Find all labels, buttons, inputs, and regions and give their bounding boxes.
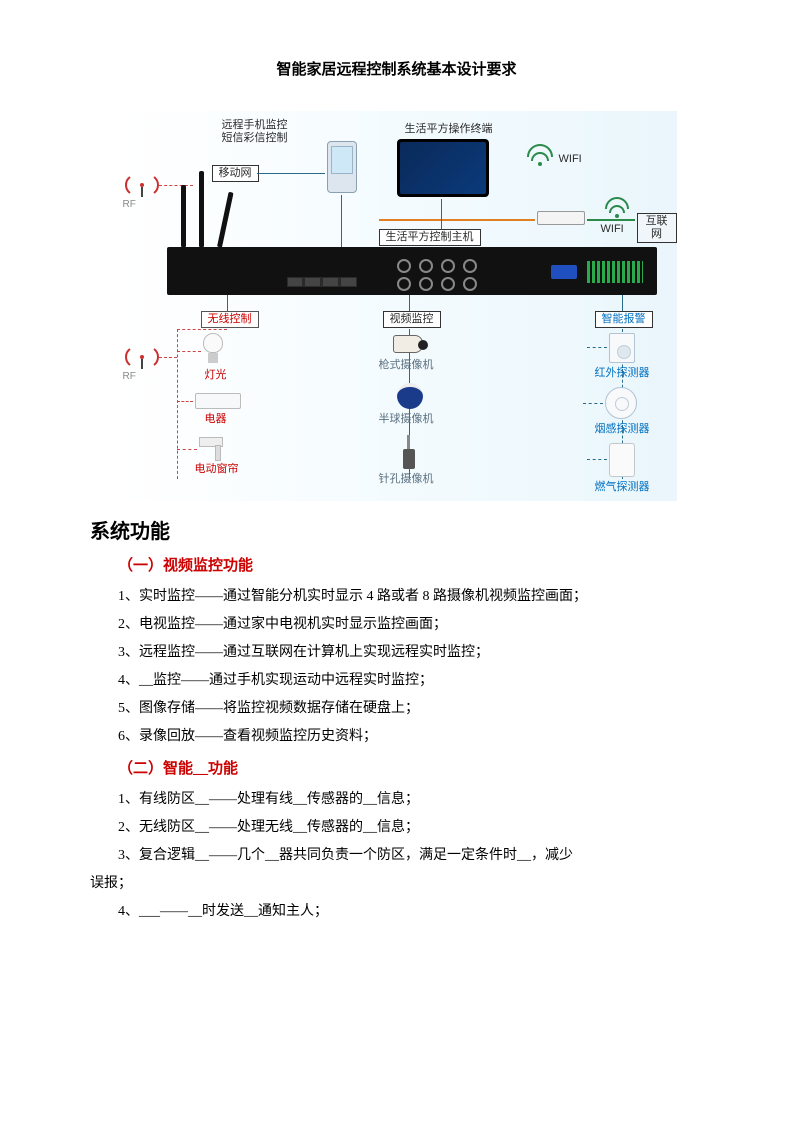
connector-line [159, 185, 193, 186]
label-wifi-1: WIFI [559, 153, 582, 166]
body-text: 2、电视监控——通过家中电视机实时显示监控画面； [90, 611, 703, 639]
bulb-icon [203, 333, 223, 365]
body-text: 5、图像存储——将监控视频数据存储在硬盘上； [90, 695, 703, 723]
connector-line [177, 449, 197, 450]
label-remote-phone: 远程手机监控 短信彩信控制 [222, 119, 332, 145]
label-curtain: 电动窗帘 [195, 463, 239, 476]
body-text: 1、实时监控——通过智能分机实时显示 4 路或者 8 路摄像机视频监控画面； [90, 583, 703, 611]
ac-icon [195, 393, 241, 409]
connector-line [341, 195, 342, 247]
rf-icon [125, 173, 159, 200]
body-text: 4、__监控——通过手机实现运动中远程实时监控； [90, 667, 703, 695]
label-light: 灯光 [205, 369, 227, 382]
body-text: 3、复合逻辑__——几个__器共同负责一个防区，满足一定条件时__，减少 [90, 842, 703, 870]
connector-line [257, 173, 325, 174]
connector-line [159, 357, 177, 358]
control-host-device [167, 247, 657, 295]
connector-line [583, 403, 603, 404]
label-mobile-net: 移动网 [212, 165, 259, 182]
pir-icon [609, 333, 635, 363]
label-smoke: 烟感探测器 [595, 423, 650, 436]
connector-line [177, 401, 193, 402]
system-diagram: 远程手机监控 短信彩信控制 生活平方操作终端 WIFI 移动网 RF [117, 111, 677, 501]
label-ac: 电器 [205, 413, 227, 426]
connector-line [587, 219, 635, 221]
label-life-terminal: 生活平方操作终端 [405, 123, 493, 136]
label-cam-bullet: 枪式摄像机 [379, 359, 434, 372]
connector-line [177, 329, 227, 330]
connector-line [177, 351, 201, 352]
body-text: 4、___——__时发送__通知主人； [90, 898, 703, 926]
connector-line [379, 219, 535, 221]
label-gas: 燃气探测器 [595, 481, 650, 494]
label-smart-alarm: 智能报警 [595, 311, 653, 328]
router-icon [537, 211, 585, 225]
connector-line [587, 459, 607, 460]
curtain-icon [199, 437, 227, 459]
section-title: 系统功能 [90, 515, 703, 544]
body-text: 3、远程监控——通过互联网在计算机上实现远程实时监控； [90, 639, 703, 667]
page-title: 智能家居远程控制系统基本设计要求 [90, 58, 703, 79]
label-cam-dome: 半球摄像机 [379, 413, 434, 426]
label-cam-pin: 针孔摄像机 [379, 473, 434, 486]
antenna-icon [181, 185, 186, 247]
smoke-icon [605, 387, 637, 419]
label-pir: 红外探测器 [595, 367, 650, 380]
label-wireless-ctrl: 无线控制 [201, 311, 259, 328]
label-wifi-2: WIFI [601, 223, 624, 236]
tablet-icon [397, 139, 489, 197]
label-internet: 互联网 [637, 213, 677, 243]
pinhole-camera-icon [403, 449, 415, 469]
rf-icon [125, 345, 159, 372]
antenna-icon [217, 192, 234, 248]
body-text: 误报； [90, 870, 703, 898]
antenna-icon [199, 171, 204, 247]
subsection-title-2: （二）智能__功能 [90, 757, 703, 778]
label-rf-2: RF [123, 371, 136, 383]
body-text: 6、录像回放——查看视频监控历史资料； [90, 723, 703, 751]
label-rf-1: RF [123, 199, 136, 211]
connector-line [441, 199, 442, 229]
subsection-title-1: （一）视频监控功能 [90, 554, 703, 575]
gas-icon [609, 443, 635, 477]
dome-camera-icon [397, 383, 423, 409]
connector-line [587, 347, 607, 348]
wifi-icon [525, 143, 555, 170]
bullet-camera-icon [393, 335, 423, 353]
body-text: 2、无线防区__——处理无线__传感器的__信息； [90, 814, 703, 842]
label-video-mon: 视频监控 [383, 311, 441, 328]
body-text: 1、有线防区__——处理有线__传感器的__信息； [90, 786, 703, 814]
phone-icon [327, 141, 357, 193]
label-control-host: 生活平方控制主机 [379, 229, 481, 246]
